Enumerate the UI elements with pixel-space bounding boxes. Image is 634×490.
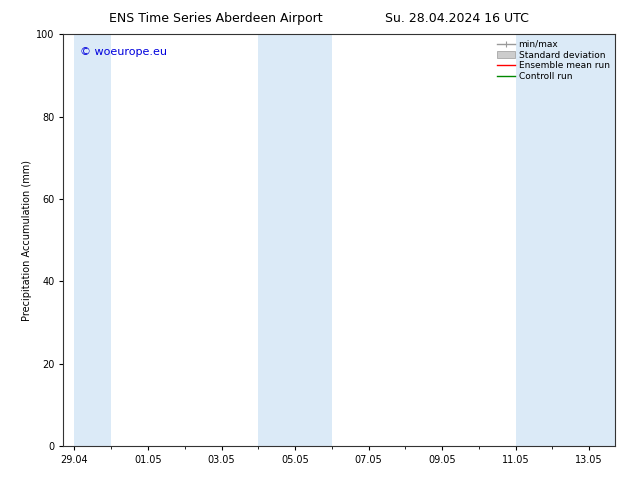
Y-axis label: Precipitation Accumulation (mm): Precipitation Accumulation (mm) [22, 160, 32, 320]
Legend: min/max, Standard deviation, Ensemble mean run, Controll run: min/max, Standard deviation, Ensemble me… [494, 37, 612, 84]
Text: © woeurope.eu: © woeurope.eu [80, 47, 167, 57]
Text: ENS Time Series Aberdeen Airport: ENS Time Series Aberdeen Airport [109, 12, 322, 25]
Bar [258, 34, 332, 446]
Text: Su. 28.04.2024 16 UTC: Su. 28.04.2024 16 UTC [385, 12, 528, 25]
Bar [74, 34, 111, 446]
Bar [515, 34, 615, 446]
